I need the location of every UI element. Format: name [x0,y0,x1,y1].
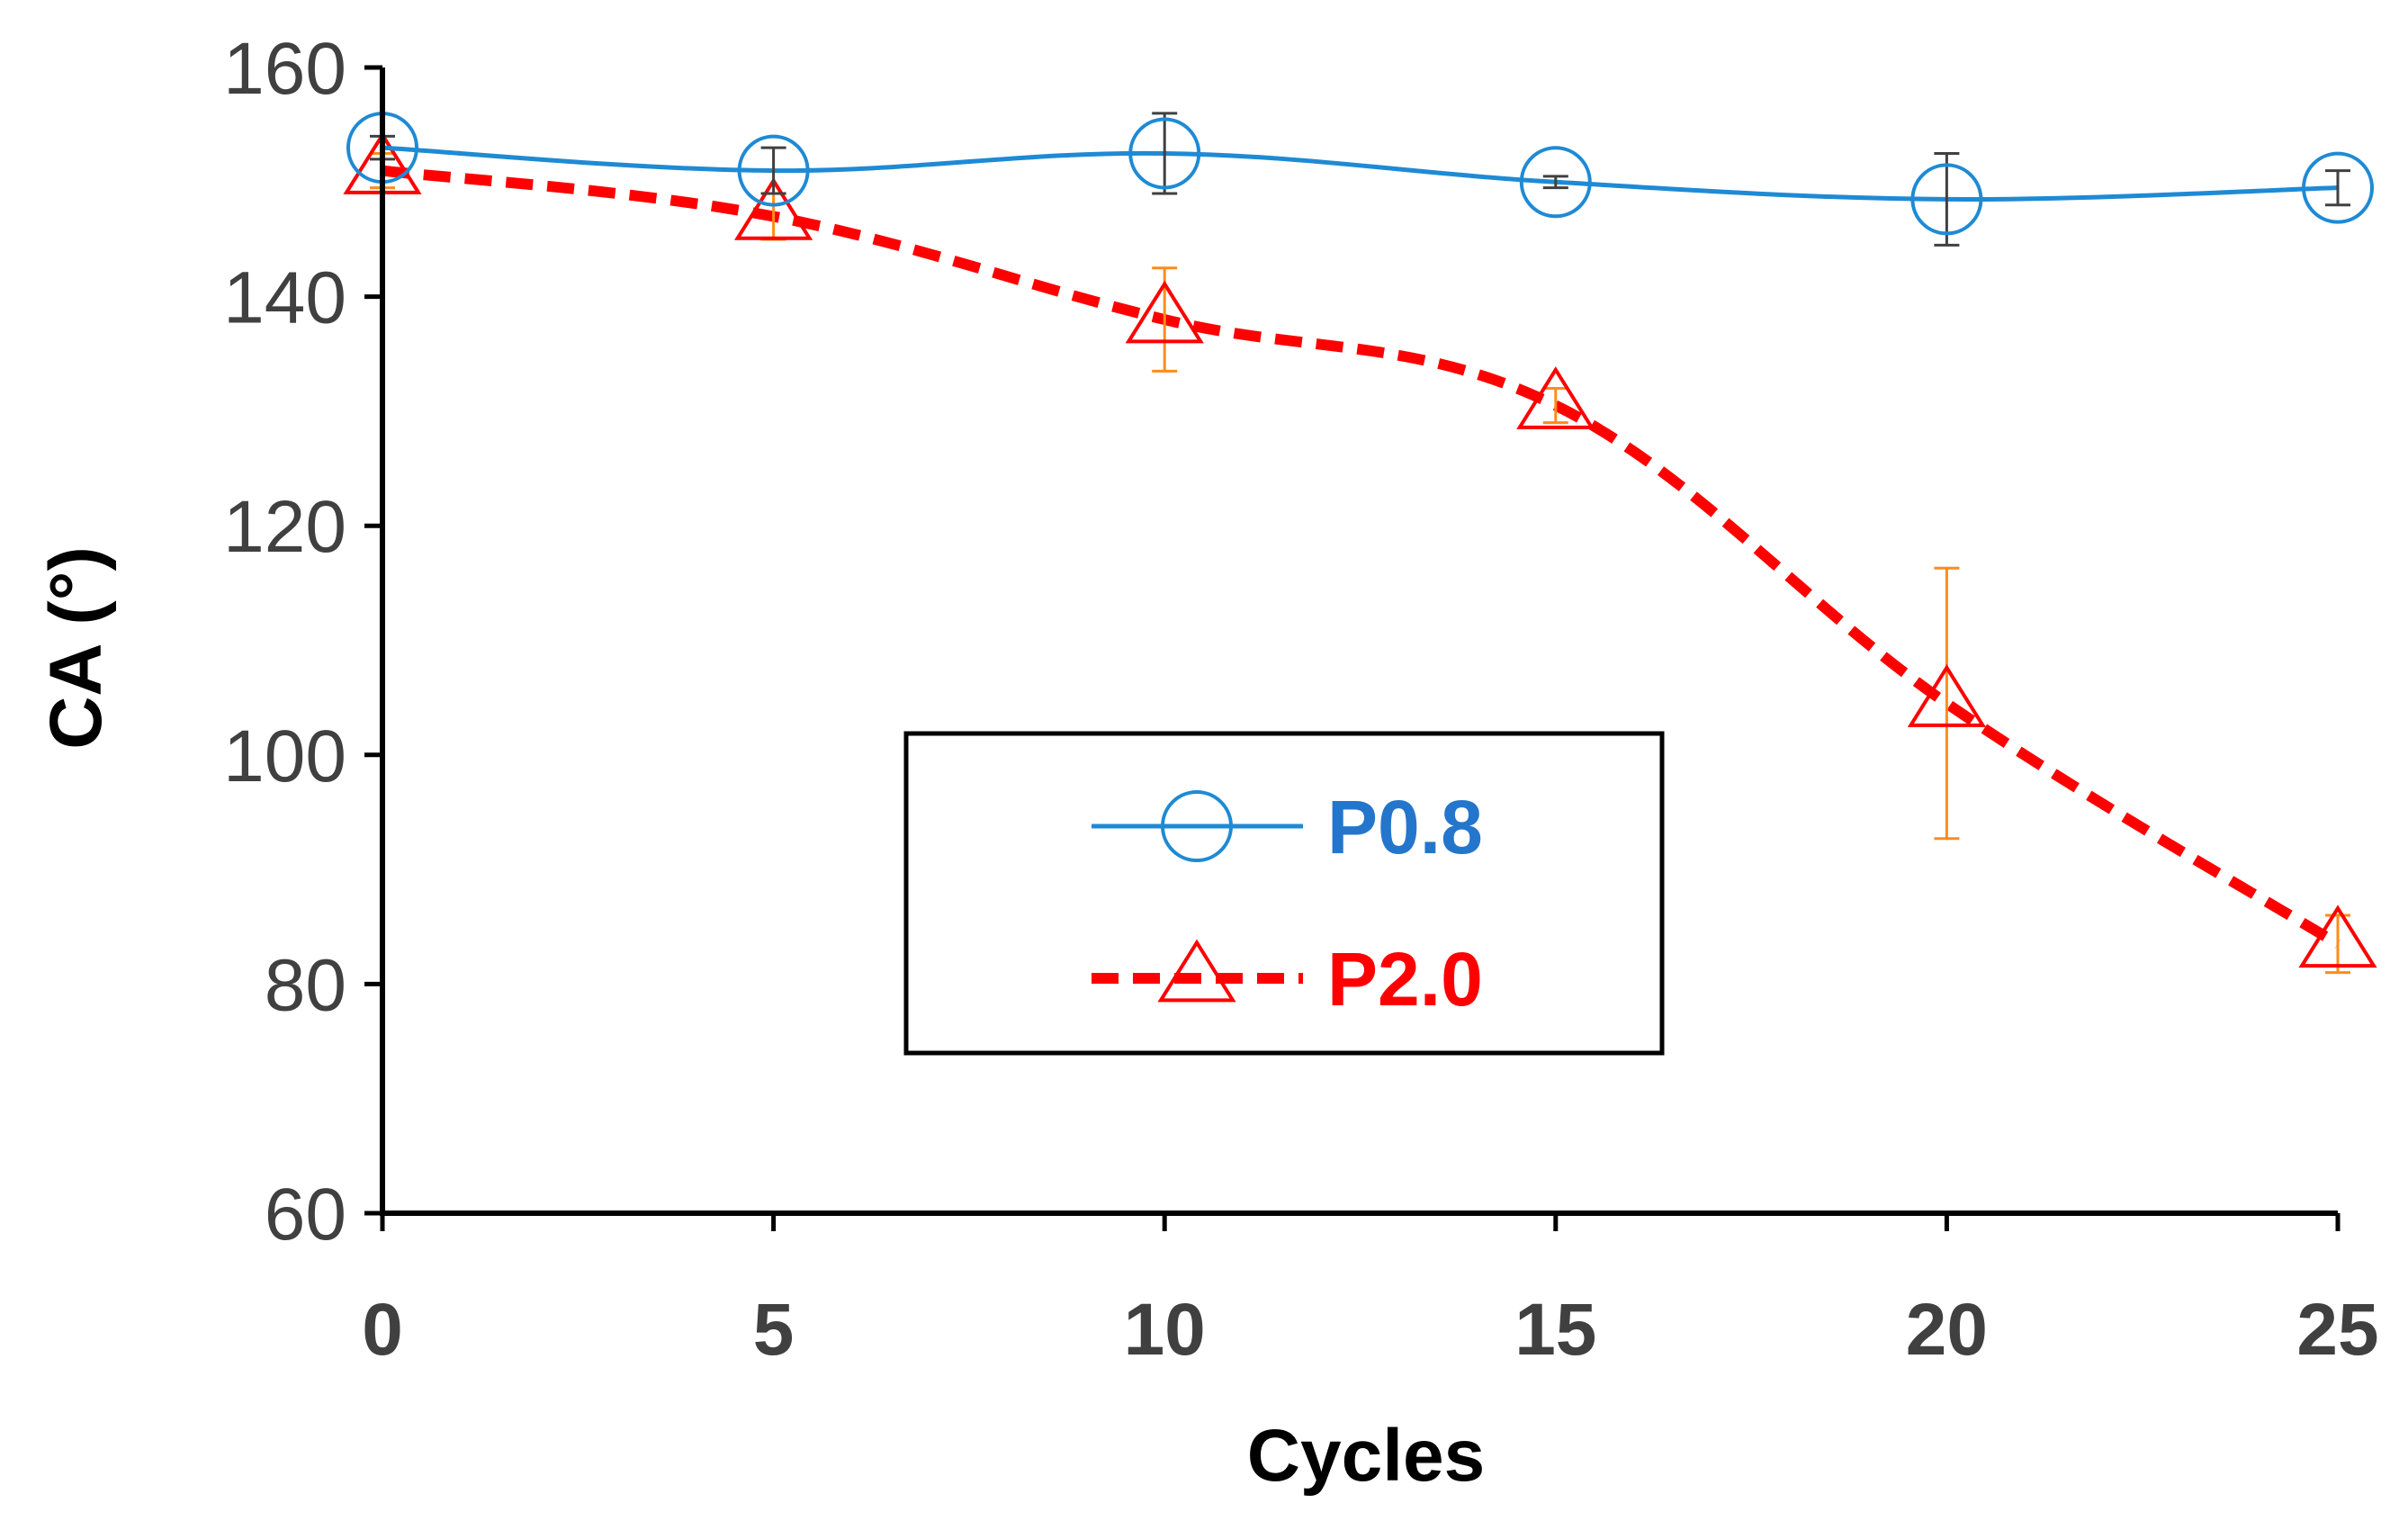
x-tick-label: 15 [1514,1289,1596,1371]
y-tick-label: 60 [265,1174,346,1256]
legend-marker-p0-8 [1161,790,1233,862]
x-axis-title: Cycles [1247,1415,1485,1497]
x-tick-label: 0 [362,1289,403,1371]
series-layer [343,112,2377,975]
series-p2-0 [343,131,2377,975]
legend-entry-p2-0: P2.0 [1092,937,1483,1022]
axes-layer [380,68,2338,1216]
data-point-p0-8 [1519,146,1592,219]
legend-label-p0-8: P0.8 [1327,785,1483,869]
x-tick-label: 25 [2296,1289,2378,1371]
data-point-p2-0 [2298,904,2377,968]
data-point-p2-0 [733,177,813,240]
y-tick-label: 160 [223,28,346,110]
data-point-p2-0 [1907,664,1987,727]
x-tick-label: 5 [753,1289,795,1371]
data-point-p0-8 [1128,117,1201,190]
data-point-p2-0 [1516,366,1595,429]
y-axis-title: CA (°) [35,546,117,750]
legend-marker-p2-0 [1157,939,1236,1003]
data-point-p0-8 [1910,163,1983,236]
x-tick-label: 20 [1906,1289,1988,1371]
y-tick-label: 80 [265,944,346,1026]
y-tick-label: 100 [223,716,346,797]
series-p0-8 [346,112,2374,247]
legend-entry-p0-8: P0.8 [1092,785,1483,869]
legend-box [903,731,1665,1056]
x-tick-label: 10 [1124,1289,1206,1371]
legend: P0.8 P2.0 [903,731,1665,1056]
series-line-p0-8 [382,145,2339,202]
y-tick-label: 120 [223,486,346,568]
y-tick-label: 140 [223,257,346,339]
legend-label-p2-0: P2.0 [1327,937,1483,1022]
data-point-p0-8 [2302,151,2374,224]
ticks-layer: 60 80 100 120 140 160 0 5 10 15 20 25 [223,28,2378,1371]
data-point-p0-8 [737,134,810,207]
data-point-p2-0 [1125,280,1204,344]
